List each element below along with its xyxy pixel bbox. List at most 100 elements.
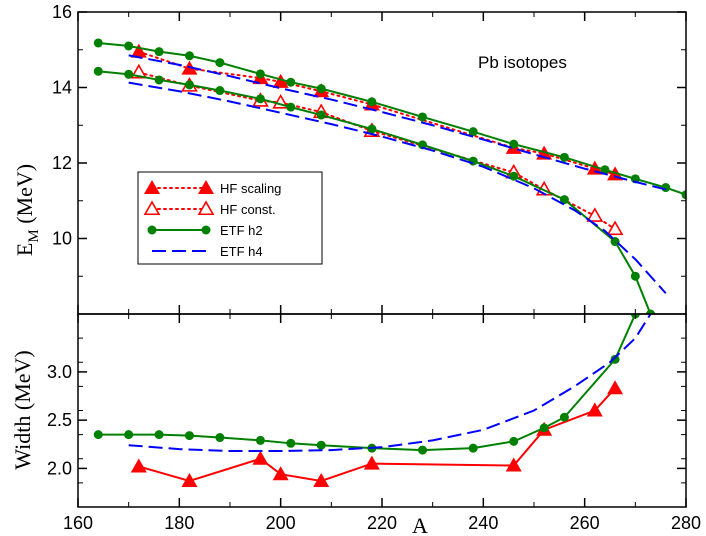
- top-point-etf-h2-3-2: [154, 75, 164, 85]
- top-point-etf-h2-2-7: [316, 84, 326, 94]
- bottom-series-etf-h2-1: [93, 314, 640, 455]
- top-point-etf-h2-2-8: [367, 97, 377, 107]
- bottom-xtick-label-1: 180: [164, 513, 194, 533]
- top-point-etf-h2-3-11: [509, 171, 519, 181]
- x-axis-label: A: [412, 513, 428, 536]
- bottom-panel: 2.0 2.5 3.0 160 180 200 220 240 260 280: [47, 313, 701, 533]
- legend-label-hf-scaling: HF scaling: [220, 181, 281, 196]
- top-point-etf-h2-3-6: [286, 102, 296, 112]
- legend-label-etf-h4: ETF h4: [220, 244, 263, 259]
- bottom-plot-area: [93, 314, 652, 487]
- top-point-etf-h2-2-9: [418, 112, 428, 122]
- top-line-etf-h4-4: [128, 54, 666, 191]
- legend-marker-left-hf-const: [143, 200, 161, 216]
- bottom-point-hf-scaling-0-4: [313, 472, 330, 487]
- top-point-etf-h2-2-3: [184, 51, 194, 61]
- top-point-hf-const-1-8: [586, 207, 604, 222]
- bottom-series-hf-scaling-0: [130, 380, 624, 487]
- bottom-point-etf-h2-1-2: [154, 430, 164, 440]
- top-point-etf-h2-3-4: [215, 86, 225, 96]
- top-point-etf-h2-3-3: [184, 80, 194, 90]
- top-point-etf-h2-3-12: [559, 195, 569, 205]
- top-point-etf-h2-3-7: [316, 110, 326, 120]
- bottom-point-etf-h2-1-12: [539, 423, 549, 433]
- bottom-point-hf-scaling-0-0: [130, 458, 147, 473]
- top-point-etf-h2-3-14: [630, 271, 640, 281]
- bottom-point-etf-h2-1-3: [184, 431, 194, 441]
- bottom-point-etf-h2-1-5: [255, 435, 265, 445]
- top-ytick-label-3: 16: [52, 2, 72, 22]
- legend-marker-right-hf-scaling: [198, 180, 214, 194]
- bottom-line-hf-scaling-0: [138, 387, 616, 482]
- top-point-hf-scaling-0-0: [130, 43, 147, 58]
- bottom-point-etf-h2-1-14: [610, 354, 620, 364]
- annotation-pb-isotopes: Pb isotopes: [478, 53, 567, 72]
- top-series-etf-h4-4: [128, 54, 666, 191]
- legend-label-etf-h2: ETF h2: [220, 223, 263, 238]
- bottom-axes: 2.0 2.5 3.0 160 180 200 220 240 260 280: [47, 313, 701, 533]
- top-point-etf-h2-2-2: [154, 47, 164, 57]
- top-ytick-label-0: 10: [52, 229, 72, 249]
- bottom-point-etf-h2-1-4: [215, 433, 225, 443]
- y-axis-label-bottom: Width (MeV): [10, 350, 35, 469]
- legend-entry-hf-const: HF const.: [143, 200, 276, 217]
- bottom-point-etf-h2-1-1: [124, 430, 134, 440]
- legend-marker-left-hf-scaling: [144, 180, 160, 194]
- bottom-xtick-label-4: 240: [468, 513, 498, 533]
- top-point-etf-h2-3-8: [367, 124, 377, 134]
- bottom-point-hf-scaling-0-9: [607, 380, 624, 395]
- bottom-point-etf-h2-1-7: [316, 440, 326, 450]
- y-axis-label-top-main: E: [12, 243, 37, 256]
- top-point-etf-h2-3-5: [255, 94, 265, 104]
- bottom-ytick-label-0: 2.0: [47, 458, 72, 478]
- bottom-point-etf-h2-1-11: [509, 436, 519, 446]
- top-point-etf-h2-2-10: [468, 127, 478, 137]
- top-series-etf-h4-5: [128, 81, 667, 294]
- top-panel: 10 12 14 16: [52, 2, 687, 315]
- legend-marker-right-etf-h2: [201, 225, 211, 235]
- bottom-point-etf-h2-1-9: [418, 445, 428, 455]
- top-point-etf-h2-2-6: [286, 77, 296, 87]
- top-point-etf-h2-3-15: [646, 309, 656, 314]
- bottom-ytick-label-1: 2.5: [47, 410, 72, 430]
- top-point-etf-h2-3-1: [124, 69, 134, 79]
- top-point-etf-h2-2-16: [681, 190, 686, 200]
- legend-box: [137, 171, 323, 265]
- bottom-xtick-label-5: 260: [570, 513, 600, 533]
- top-plot-area: [93, 38, 686, 314]
- top-point-etf-h2-2-5: [255, 69, 265, 79]
- legend-marker-left-etf-h2: [147, 225, 157, 235]
- y-axis-label-top: EM (MeV): [12, 164, 42, 256]
- bottom-point-hf-scaling-0-8: [586, 402, 603, 417]
- bottom-point-etf-h2-1-6: [286, 438, 296, 448]
- bottom-xtick-label-0: 160: [63, 513, 93, 533]
- top-point-etf-h2-3-9: [418, 140, 428, 150]
- bottom-point-etf-h2-1-0: [93, 430, 103, 440]
- top-point-hf-scaling-0-3: [272, 73, 289, 88]
- bottom-line-etf-h4-2: [128, 314, 652, 453]
- bottom-point-hf-scaling-0-3: [272, 466, 289, 481]
- top-point-etf-h2-3-10: [468, 156, 478, 166]
- bottom-xtick-label-6: 280: [671, 513, 701, 533]
- top-point-hf-const-1-9: [606, 220, 624, 236]
- legend-label-hf-const: HF const.: [220, 202, 276, 217]
- legend-entry-etf-h2: ETF h2: [147, 223, 263, 238]
- y-axis-label-top-unit: (MeV): [12, 164, 37, 229]
- top-point-etf-h2-2-11: [509, 139, 519, 149]
- bottom-point-etf-h2-1-13: [559, 412, 569, 422]
- top-point-etf-h2-2-15: [661, 183, 671, 193]
- y-axis-label-top-sub: M: [26, 229, 42, 242]
- top-line-hf-scaling-0: [137, 50, 617, 176]
- top-point-etf-h2-3-0: [93, 66, 103, 76]
- top-series-etf-h2-2: [93, 38, 686, 200]
- bottom-xtick-label-2: 200: [266, 513, 296, 533]
- bottom-point-etf-h2-1-10: [468, 443, 478, 453]
- bottom-series-etf-h4-2: [128, 314, 652, 453]
- top-ytick-label-1: 12: [52, 153, 72, 173]
- bottom-line-etf-h2-1: [98, 314, 637, 452]
- top-ytick-label-2: 14: [52, 78, 72, 98]
- legend: HF scaling HF const. ETF h2 ETF h4: [137, 171, 323, 265]
- legend-entry-etf-h4: ETF h4: [152, 244, 263, 259]
- bottom-ytick-label-2: 3.0: [47, 362, 72, 382]
